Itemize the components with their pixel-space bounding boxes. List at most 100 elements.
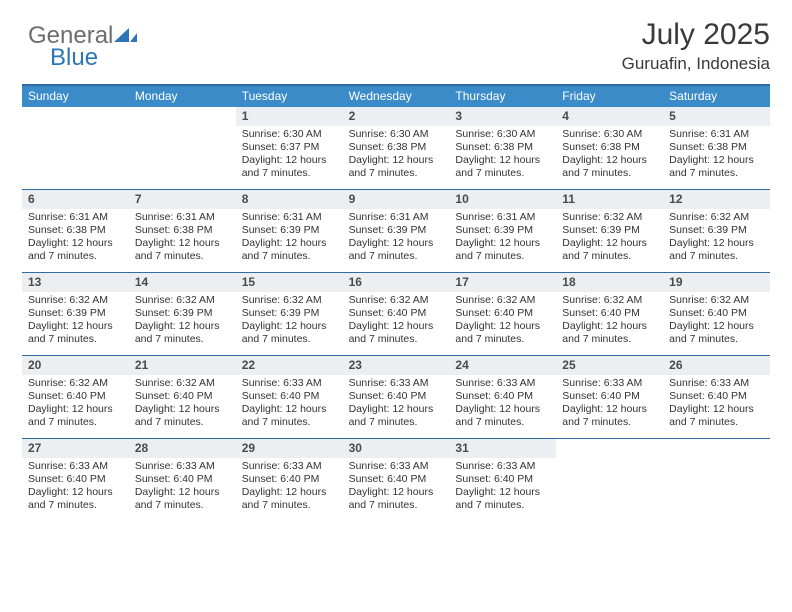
day-cell: 20Sunrise: 6:32 AMSunset: 6:40 PMDayligh… [22,356,129,438]
daylight-text: Daylight: 12 hours and 7 minutes. [562,154,657,180]
sunset-text: Sunset: 6:39 PM [562,224,657,237]
daylight-text: Daylight: 12 hours and 7 minutes. [349,320,444,346]
day-body: Sunrise: 6:33 AMSunset: 6:40 PMDaylight:… [236,375,343,434]
daylight-text: Daylight: 12 hours and 7 minutes. [669,320,764,346]
day-number: 24 [449,356,556,375]
sunset-text: Sunset: 6:38 PM [562,141,657,154]
sunset-text: Sunset: 6:39 PM [242,307,337,320]
daylight-text: Daylight: 12 hours and 7 minutes. [669,154,764,180]
day-cell: 3Sunrise: 6:30 AMSunset: 6:38 PMDaylight… [449,107,556,189]
day-cell: 16Sunrise: 6:32 AMSunset: 6:40 PMDayligh… [343,273,450,355]
sunset-text: Sunset: 6:40 PM [135,473,230,486]
day-number: 10 [449,190,556,209]
daylight-text: Daylight: 12 hours and 7 minutes. [669,403,764,429]
day-cell: 1Sunrise: 6:30 AMSunset: 6:37 PMDaylight… [236,107,343,189]
sunrise-text: Sunrise: 6:33 AM [349,377,444,390]
day-cell: 21Sunrise: 6:32 AMSunset: 6:40 PMDayligh… [129,356,236,438]
daylight-text: Daylight: 12 hours and 7 minutes. [455,486,550,512]
sunrise-text: Sunrise: 6:31 AM [28,211,123,224]
sunrise-text: Sunrise: 6:30 AM [455,128,550,141]
sunset-text: Sunset: 6:40 PM [455,307,550,320]
day-body: Sunrise: 6:31 AMSunset: 6:39 PMDaylight:… [236,209,343,268]
day-number: 12 [663,190,770,209]
day-body: Sunrise: 6:32 AMSunset: 6:39 PMDaylight:… [22,292,129,351]
daylight-text: Daylight: 12 hours and 7 minutes. [135,486,230,512]
sunrise-text: Sunrise: 6:32 AM [28,377,123,390]
sunset-text: Sunset: 6:40 PM [242,473,337,486]
day-cell: 29Sunrise: 6:33 AMSunset: 6:40 PMDayligh… [236,439,343,521]
sunset-text: Sunset: 6:40 PM [562,307,657,320]
daylight-text: Daylight: 12 hours and 7 minutes. [28,320,123,346]
day-body: Sunrise: 6:32 AMSunset: 6:40 PMDaylight:… [556,292,663,351]
sunset-text: Sunset: 6:38 PM [28,224,123,237]
day-body: Sunrise: 6:33 AMSunset: 6:40 PMDaylight:… [449,375,556,434]
day-number: 1 [236,107,343,126]
day-body: Sunrise: 6:32 AMSunset: 6:40 PMDaylight:… [343,292,450,351]
week-row: 6Sunrise: 6:31 AMSunset: 6:38 PMDaylight… [22,190,770,273]
sunrise-text: Sunrise: 6:32 AM [455,294,550,307]
dow-thursday: Thursday [449,86,556,107]
sunrise-text: Sunrise: 6:33 AM [242,460,337,473]
sunrise-text: Sunrise: 6:31 AM [349,211,444,224]
daylight-text: Daylight: 12 hours and 7 minutes. [349,154,444,180]
day-cell: 8Sunrise: 6:31 AMSunset: 6:39 PMDaylight… [236,190,343,272]
day-number: 11 [556,190,663,209]
sunset-text: Sunset: 6:39 PM [455,224,550,237]
day-cell: 28Sunrise: 6:33 AMSunset: 6:40 PMDayligh… [129,439,236,521]
logo-sail-icon [114,27,138,43]
day-body: Sunrise: 6:32 AMSunset: 6:40 PMDaylight:… [449,292,556,351]
sunset-text: Sunset: 6:39 PM [349,224,444,237]
sunrise-text: Sunrise: 6:33 AM [455,377,550,390]
day-number: 7 [129,190,236,209]
sunset-text: Sunset: 6:40 PM [562,390,657,403]
calendar-page: General July 2025 Guruafin, Indonesia Ge… [0,0,792,521]
day-number: 26 [663,356,770,375]
week-row: 27Sunrise: 6:33 AMSunset: 6:40 PMDayligh… [22,439,770,521]
day-cell: 26Sunrise: 6:33 AMSunset: 6:40 PMDayligh… [663,356,770,438]
daylight-text: Daylight: 12 hours and 7 minutes. [242,320,337,346]
sunrise-text: Sunrise: 6:33 AM [242,377,337,390]
daylight-text: Daylight: 12 hours and 7 minutes. [28,403,123,429]
day-number: 8 [236,190,343,209]
daylight-text: Daylight: 12 hours and 7 minutes. [242,486,337,512]
sunset-text: Sunset: 6:40 PM [669,390,764,403]
sunset-text: Sunset: 6:39 PM [242,224,337,237]
dow-tuesday: Tuesday [236,86,343,107]
day-number: 27 [22,439,129,458]
day-number: 5 [663,107,770,126]
day-cell: 22Sunrise: 6:33 AMSunset: 6:40 PMDayligh… [236,356,343,438]
dow-friday: Friday [556,86,663,107]
daylight-text: Daylight: 12 hours and 7 minutes. [135,320,230,346]
day-cell [556,439,663,521]
sunrise-text: Sunrise: 6:32 AM [28,294,123,307]
day-number: 16 [343,273,450,292]
sunset-text: Sunset: 6:37 PM [242,141,337,154]
sunrise-text: Sunrise: 6:32 AM [242,294,337,307]
week-row: 20Sunrise: 6:32 AMSunset: 6:40 PMDayligh… [22,356,770,439]
sunrise-text: Sunrise: 6:32 AM [562,211,657,224]
sunrise-text: Sunrise: 6:33 AM [562,377,657,390]
day-number: 14 [129,273,236,292]
day-cell: 11Sunrise: 6:32 AMSunset: 6:39 PMDayligh… [556,190,663,272]
day-cell: 10Sunrise: 6:31 AMSunset: 6:39 PMDayligh… [449,190,556,272]
day-body: Sunrise: 6:32 AMSunset: 6:39 PMDaylight:… [236,292,343,351]
sunset-text: Sunset: 6:38 PM [349,141,444,154]
daylight-text: Daylight: 12 hours and 7 minutes. [562,320,657,346]
day-number: 17 [449,273,556,292]
day-number: 19 [663,273,770,292]
day-body: Sunrise: 6:33 AMSunset: 6:40 PMDaylight:… [343,458,450,517]
daylight-text: Daylight: 12 hours and 7 minutes. [242,237,337,263]
day-cell: 4Sunrise: 6:30 AMSunset: 6:38 PMDaylight… [556,107,663,189]
day-cell: 31Sunrise: 6:33 AMSunset: 6:40 PMDayligh… [449,439,556,521]
sunrise-text: Sunrise: 6:33 AM [28,460,123,473]
daylight-text: Daylight: 12 hours and 7 minutes. [242,154,337,180]
sunrise-text: Sunrise: 6:32 AM [135,377,230,390]
daylight-text: Daylight: 12 hours and 7 minutes. [562,403,657,429]
sunset-text: Sunset: 6:40 PM [28,390,123,403]
daylight-text: Daylight: 12 hours and 7 minutes. [135,403,230,429]
day-body: Sunrise: 6:32 AMSunset: 6:40 PMDaylight:… [22,375,129,434]
dow-header-row: Sunday Monday Tuesday Wednesday Thursday… [22,86,770,107]
day-number: 28 [129,439,236,458]
day-cell: 12Sunrise: 6:32 AMSunset: 6:39 PMDayligh… [663,190,770,272]
day-number: 22 [236,356,343,375]
